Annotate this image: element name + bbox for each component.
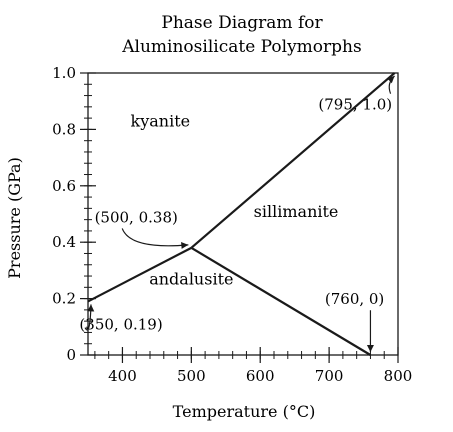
annotation-label-2: (500, 0.38) xyxy=(95,208,178,226)
region-label-andalusite: andalusite xyxy=(149,270,233,289)
annotation-arrow-2 xyxy=(121,228,189,247)
annotation-arrowhead xyxy=(181,241,189,249)
x-axis-label: Temperature (°C) xyxy=(173,402,316,421)
chart-subtitle: Aluminosilicate Polymorphs xyxy=(121,37,361,57)
annotation-label-4: (350, 0.19) xyxy=(79,316,162,334)
region-label-kyanite: kyanite xyxy=(131,112,191,131)
y-tick-label: 0.4 xyxy=(52,233,76,251)
annotation-arrowhead xyxy=(387,76,395,84)
y-tick-label: 0.2 xyxy=(52,290,76,308)
annotation-label-3: (760, 0) xyxy=(325,290,384,308)
x-tick-label: 800 xyxy=(384,367,413,385)
y-tick-label: 0.6 xyxy=(52,177,76,195)
x-tick-label: 500 xyxy=(177,367,206,385)
y-tick-label: 0.8 xyxy=(52,120,76,138)
phase-boundary-1 xyxy=(87,246,192,303)
annotation-arrowhead xyxy=(366,345,374,352)
y-tick-label: 1.0 xyxy=(52,64,76,82)
x-tick-label: 400 xyxy=(108,367,137,385)
x-tick-label: 700 xyxy=(315,367,344,385)
y-axis-label: Pressure (GPa) xyxy=(5,157,24,279)
phase-boundary-3 xyxy=(190,246,372,356)
annotation-label-1: (795, 1.0) xyxy=(318,96,392,114)
annotation-arrowhead xyxy=(87,304,95,312)
plot-frame xyxy=(87,72,399,356)
region-label-sillimanite: sillimanite xyxy=(254,202,339,221)
phase-boundary-2 xyxy=(190,72,396,249)
chart-title: Phase Diagram for xyxy=(161,13,323,33)
y-tick-label: 0 xyxy=(66,346,76,364)
x-tick-label: 600 xyxy=(246,367,275,385)
